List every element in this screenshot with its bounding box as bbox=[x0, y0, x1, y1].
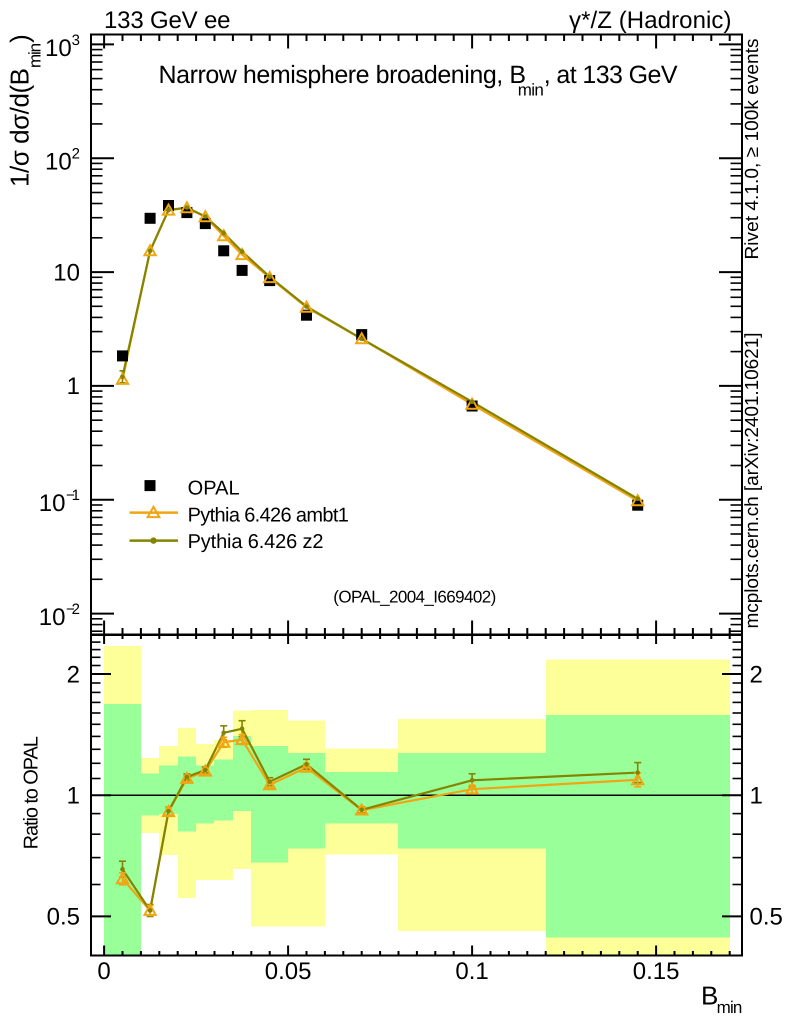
svg-text:1/σ dσ/d(B: 1/σ dσ/d(B bbox=[5, 68, 35, 187]
svg-text:Narrow hemisphere broadening,: Narrow hemisphere broadening, B bbox=[159, 61, 527, 89]
svg-text:min: min bbox=[518, 81, 544, 100]
svg-text:): ) bbox=[5, 34, 35, 43]
svg-text:min: min bbox=[26, 43, 45, 68]
svg-text:γ*/Z (Hadronic): γ*/Z (Hadronic) bbox=[569, 7, 732, 34]
svg-text:1: 1 bbox=[750, 783, 763, 810]
svg-text:0.5: 0.5 bbox=[47, 904, 80, 931]
svg-text:0.05: 0.05 bbox=[265, 958, 312, 985]
svg-text:0.15: 0.15 bbox=[633, 958, 680, 985]
svg-text:2: 2 bbox=[67, 661, 80, 688]
svg-text:10: 10 bbox=[53, 259, 80, 286]
svg-text:OPAL: OPAL bbox=[188, 478, 240, 500]
svg-text:Pythia 6.426 ambt1: Pythia 6.426 ambt1 bbox=[188, 505, 349, 527]
svg-text:min: min bbox=[717, 998, 743, 1017]
svg-text:−1: −1 bbox=[66, 487, 80, 504]
svg-text:0.1: 0.1 bbox=[455, 958, 488, 985]
svg-text:(OPAL_2004_I669402): (OPAL_2004_I669402) bbox=[333, 588, 496, 607]
svg-text:10: 10 bbox=[45, 149, 72, 176]
svg-text:, at 133 GeV: , at 133 GeV bbox=[544, 61, 678, 89]
svg-text:−2: −2 bbox=[66, 601, 80, 618]
svg-text:1: 1 bbox=[67, 373, 80, 400]
svg-text:Ratio to OPAL: Ratio to OPAL bbox=[20, 736, 42, 849]
svg-text:10: 10 bbox=[39, 490, 66, 517]
svg-text:0.5: 0.5 bbox=[750, 904, 783, 931]
svg-text:Rivet 4.1.0, ≥ 100k events: Rivet 4.1.0, ≥ 100k events bbox=[742, 39, 763, 260]
svg-text:133 GeV ee: 133 GeV ee bbox=[104, 7, 231, 34]
svg-text:mcplots.cern.ch [arXiv:2401.10: mcplots.cern.ch [arXiv:2401.10621] bbox=[742, 333, 763, 629]
svg-text:B: B bbox=[701, 981, 718, 1011]
svg-text:Pythia 6.426 z2: Pythia 6.426 z2 bbox=[188, 531, 324, 553]
svg-text:10: 10 bbox=[45, 35, 72, 62]
svg-text:2: 2 bbox=[750, 661, 763, 688]
svg-text:10: 10 bbox=[39, 604, 66, 631]
svg-text:2: 2 bbox=[72, 146, 80, 163]
svg-text:3: 3 bbox=[72, 32, 80, 49]
svg-text:1: 1 bbox=[67, 783, 80, 810]
svg-text:0: 0 bbox=[97, 958, 110, 985]
